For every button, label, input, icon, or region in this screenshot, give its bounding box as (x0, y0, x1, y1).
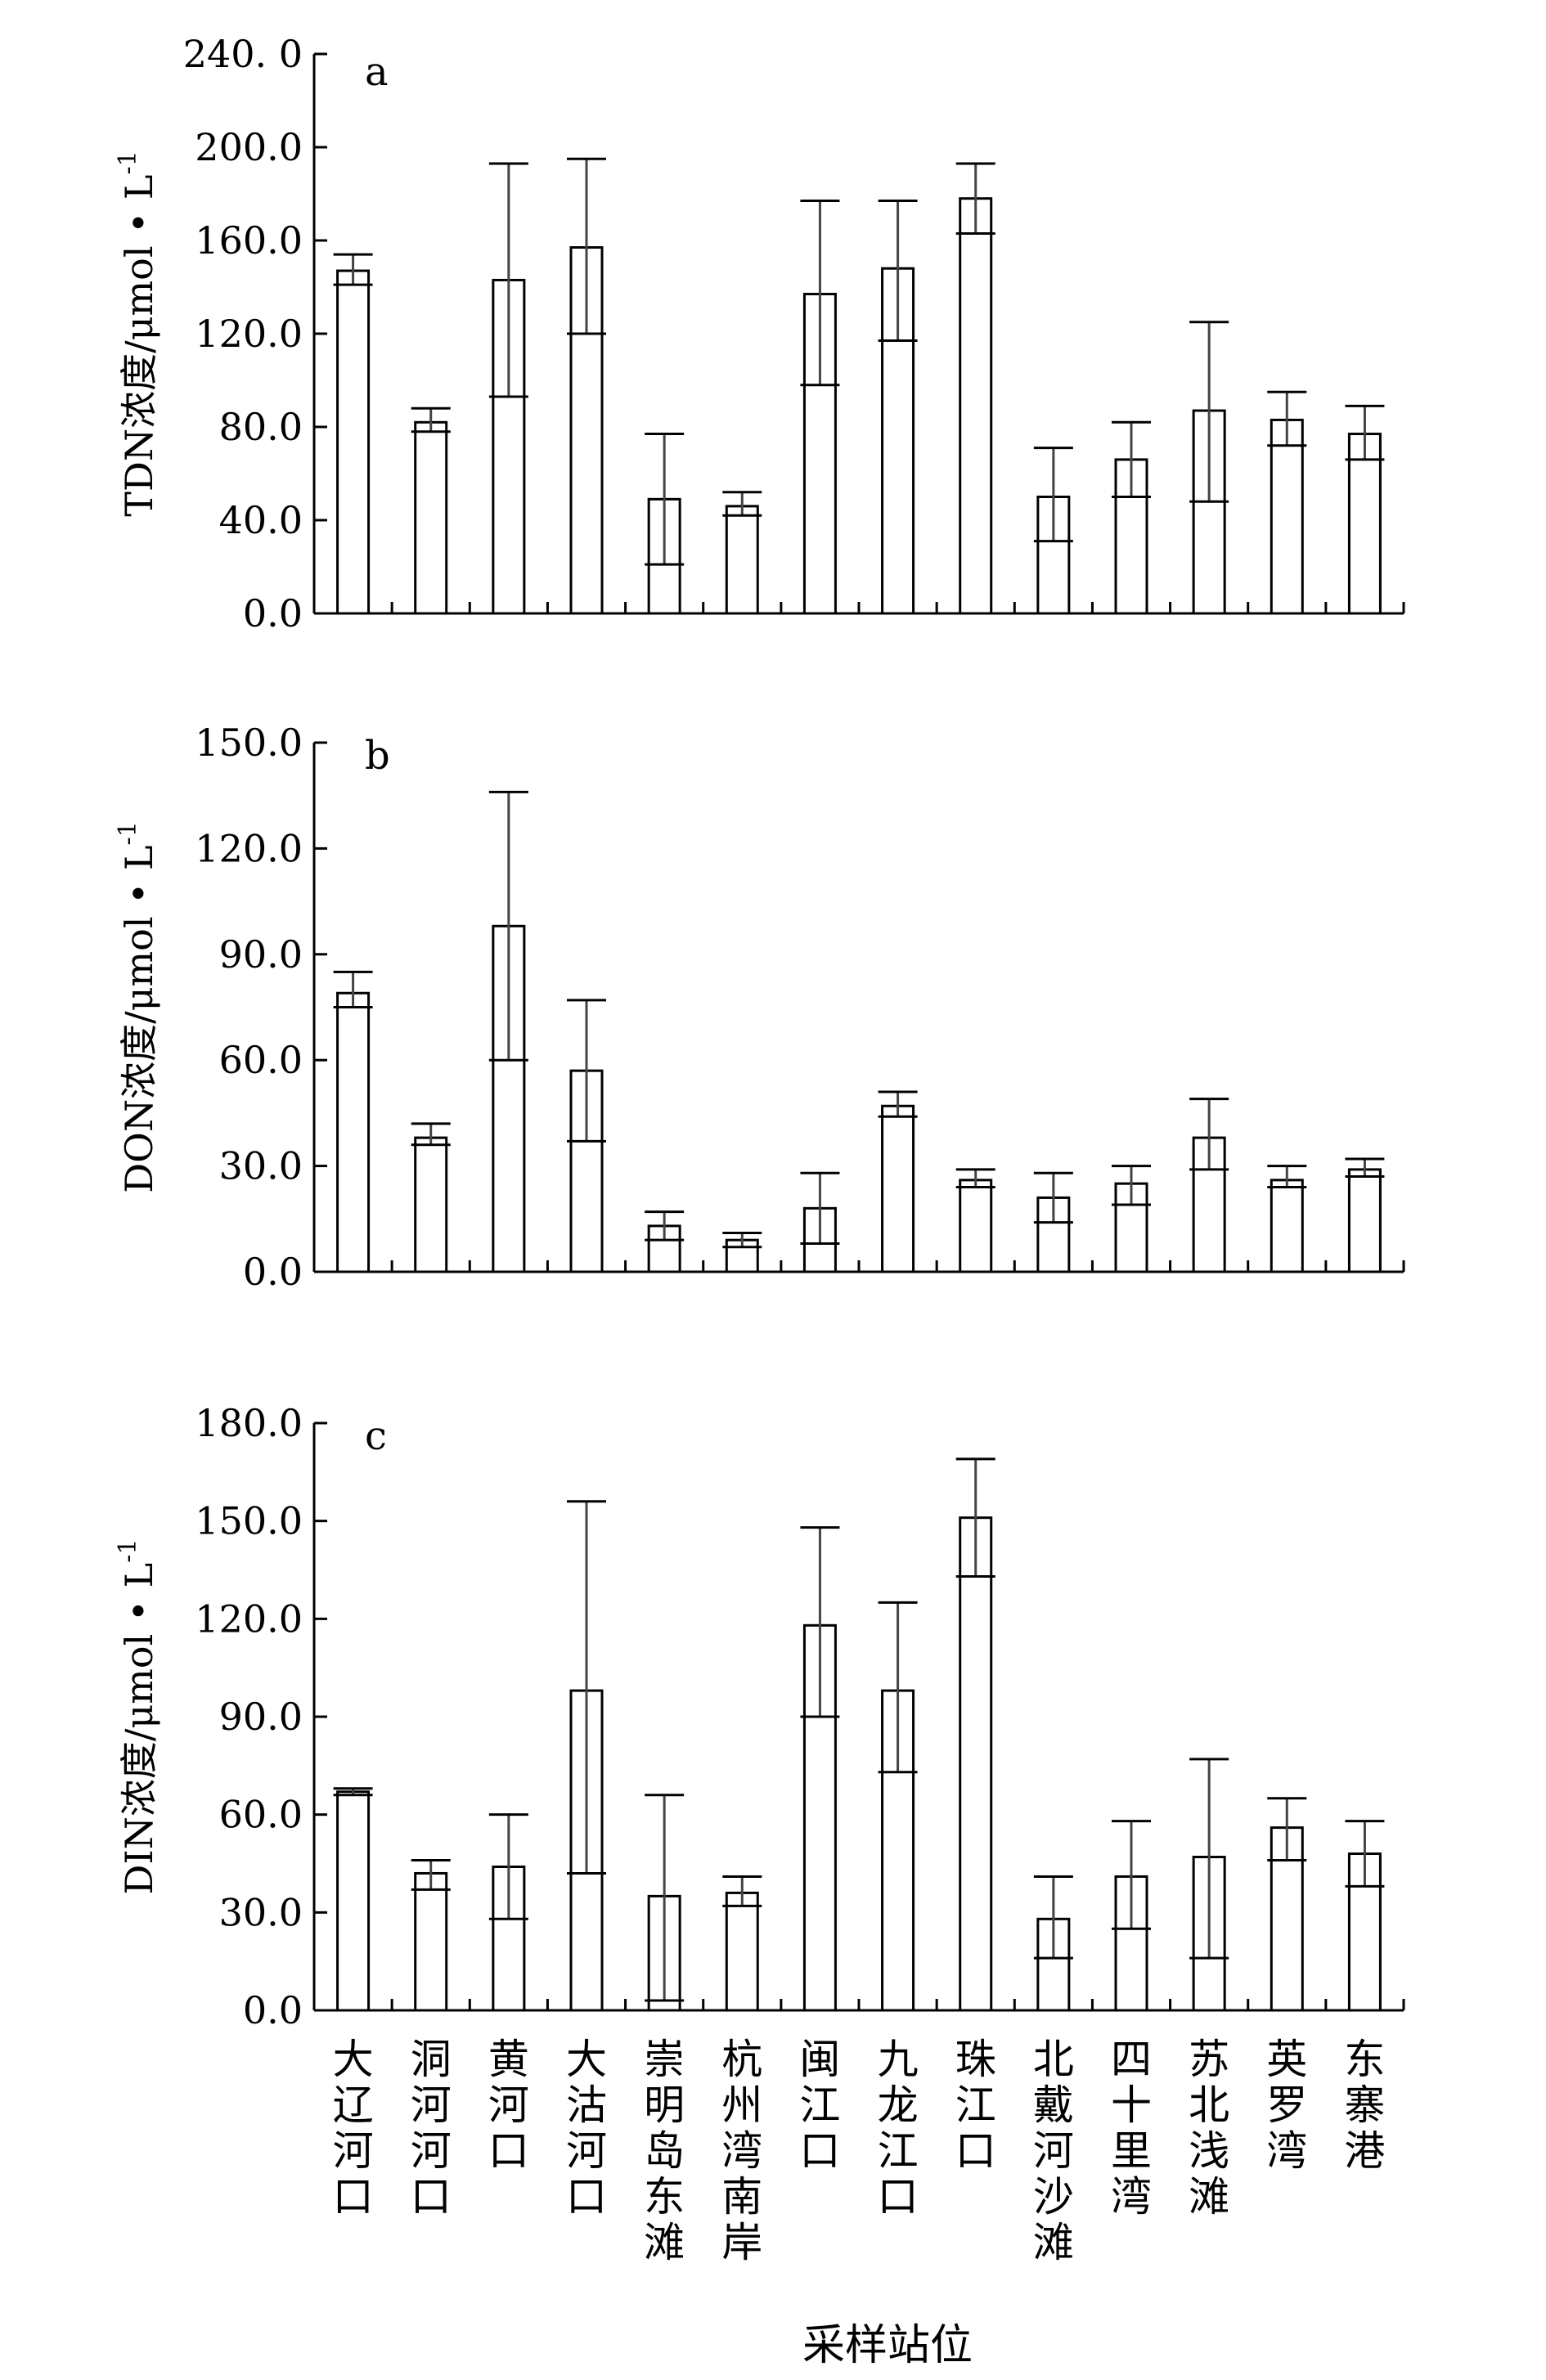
x-tick-label: 大辽河口 (333, 2036, 374, 2221)
y-axis-label-superscript: -1 (114, 1539, 142, 1563)
bar-b-13 (1270, 1179, 1304, 1273)
bar-b-14 (1347, 1168, 1382, 1273)
panel-b-don-chart: 0.0 30.0 60.0 90.0 120.0 150.0 b DON浓度/μmol • L… (114, 721, 1405, 1294)
bar-a-2 (414, 420, 448, 615)
x-tick-label: 九龙江口 (878, 2036, 919, 2221)
bar-c-14 (1347, 1852, 1382, 2012)
panel-c-din-chart: 0.0 30.0 60.0 90.0 120.0 150.0 180.0 c DIN浓度/μmo… (114, 1401, 1405, 2032)
y-tick-label: 90.0 (219, 932, 303, 977)
panel-letter: a (365, 49, 389, 95)
bar-c-9 (959, 1516, 993, 2012)
y-axis-label: DIN浓度/μmol • L-1 (114, 1539, 161, 1895)
y-tick-label: 60.0 (219, 1038, 303, 1082)
y-tick-label: 160.0 (195, 218, 303, 263)
y-tick-label: 0.0 (243, 1250, 303, 1294)
y-tick-label: 30.0 (219, 1890, 303, 1934)
bar-a-14 (1347, 433, 1382, 615)
panel-letter: c (365, 1413, 387, 1459)
bar-a-6 (725, 505, 759, 615)
y-axis-label-superscript: -1 (114, 150, 142, 174)
bar-a-13 (1270, 418, 1304, 615)
y-axis-label-superscript: -1 (114, 821, 142, 845)
y-tick-label: 0.0 (243, 591, 303, 635)
x-tick-label: 北戴河沙滩 (1033, 2036, 1074, 2266)
y-tick-label: 180.0 (195, 1401, 303, 1445)
panel-a-tdn-chart: 0.0 40.0 80.0 120.0 160.0 200.0 240. 0 a TDN浓度/μ… (114, 32, 1405, 635)
y-tick-label: 120.0 (195, 1596, 303, 1641)
bar-c-6 (725, 1891, 759, 2012)
x-tick-label: 英罗湾 (1266, 2036, 1307, 2175)
bar-b-1 (336, 991, 371, 1273)
y-tick-label: 60.0 (219, 1793, 303, 1837)
y-tick-label: 200.0 (195, 125, 303, 169)
x-tick-label: 洞河河口 (411, 2036, 452, 2221)
y-axis-label: DON浓度/μmol • L-1 (114, 821, 161, 1192)
y-tick-label: 120.0 (195, 312, 303, 356)
y-tick-label: 80.0 (219, 405, 303, 449)
bar-a-1 (336, 269, 371, 615)
y-tick-label: 240. 0 (183, 32, 303, 76)
x-tick-label: 杭州湾南岸 (721, 2036, 762, 2266)
x-tick-label: 东寨港 (1344, 2036, 1385, 2175)
bar-b-8 (881, 1104, 915, 1273)
y-tick-label: 150.0 (195, 721, 303, 765)
y-tick-label: 90.0 (219, 1695, 303, 1739)
panel-letter: b (365, 733, 390, 779)
y-tick-label: 30.0 (219, 1144, 303, 1188)
y-axis-label: TDN浓度/μmol • L-1 (114, 150, 161, 516)
y-tick-label: 120.0 (195, 826, 303, 870)
y-tick-label: 40.0 (219, 498, 303, 542)
bar-c-1 (336, 1790, 371, 2012)
x-tick-label: 四十里湾 (1111, 2036, 1152, 2221)
y-tick-label: 0.0 (243, 1988, 303, 2032)
bar-b-9 (959, 1179, 993, 1273)
x-tick-label: 崇明岛东滩 (644, 2036, 685, 2266)
bar-a-11 (1114, 458, 1148, 615)
bar-b-2 (414, 1136, 448, 1273)
bar-c-2 (414, 1871, 448, 2012)
x-axis-label: 采样站位 (802, 2321, 973, 2370)
bar-a-7 (802, 293, 837, 615)
x-tick-label: 闽江口 (799, 2036, 840, 2175)
station-labels: 大辽河口洞河河口黄河口大沽河口崇明岛东滩杭州湾南岸闽江口九龙江口珠江口北戴河沙滩… (333, 2036, 1386, 2266)
x-tick-label: 黄河口 (488, 2036, 529, 2175)
bar-a-8 (881, 267, 915, 615)
y-tick-label: 150.0 (195, 1499, 303, 1543)
x-tick-label: 大沽河口 (566, 2036, 607, 2221)
x-tick-label: 苏北浅滩 (1189, 2036, 1229, 2221)
bar-a-9 (959, 197, 993, 615)
x-tick-label: 珠江口 (955, 2036, 996, 2175)
